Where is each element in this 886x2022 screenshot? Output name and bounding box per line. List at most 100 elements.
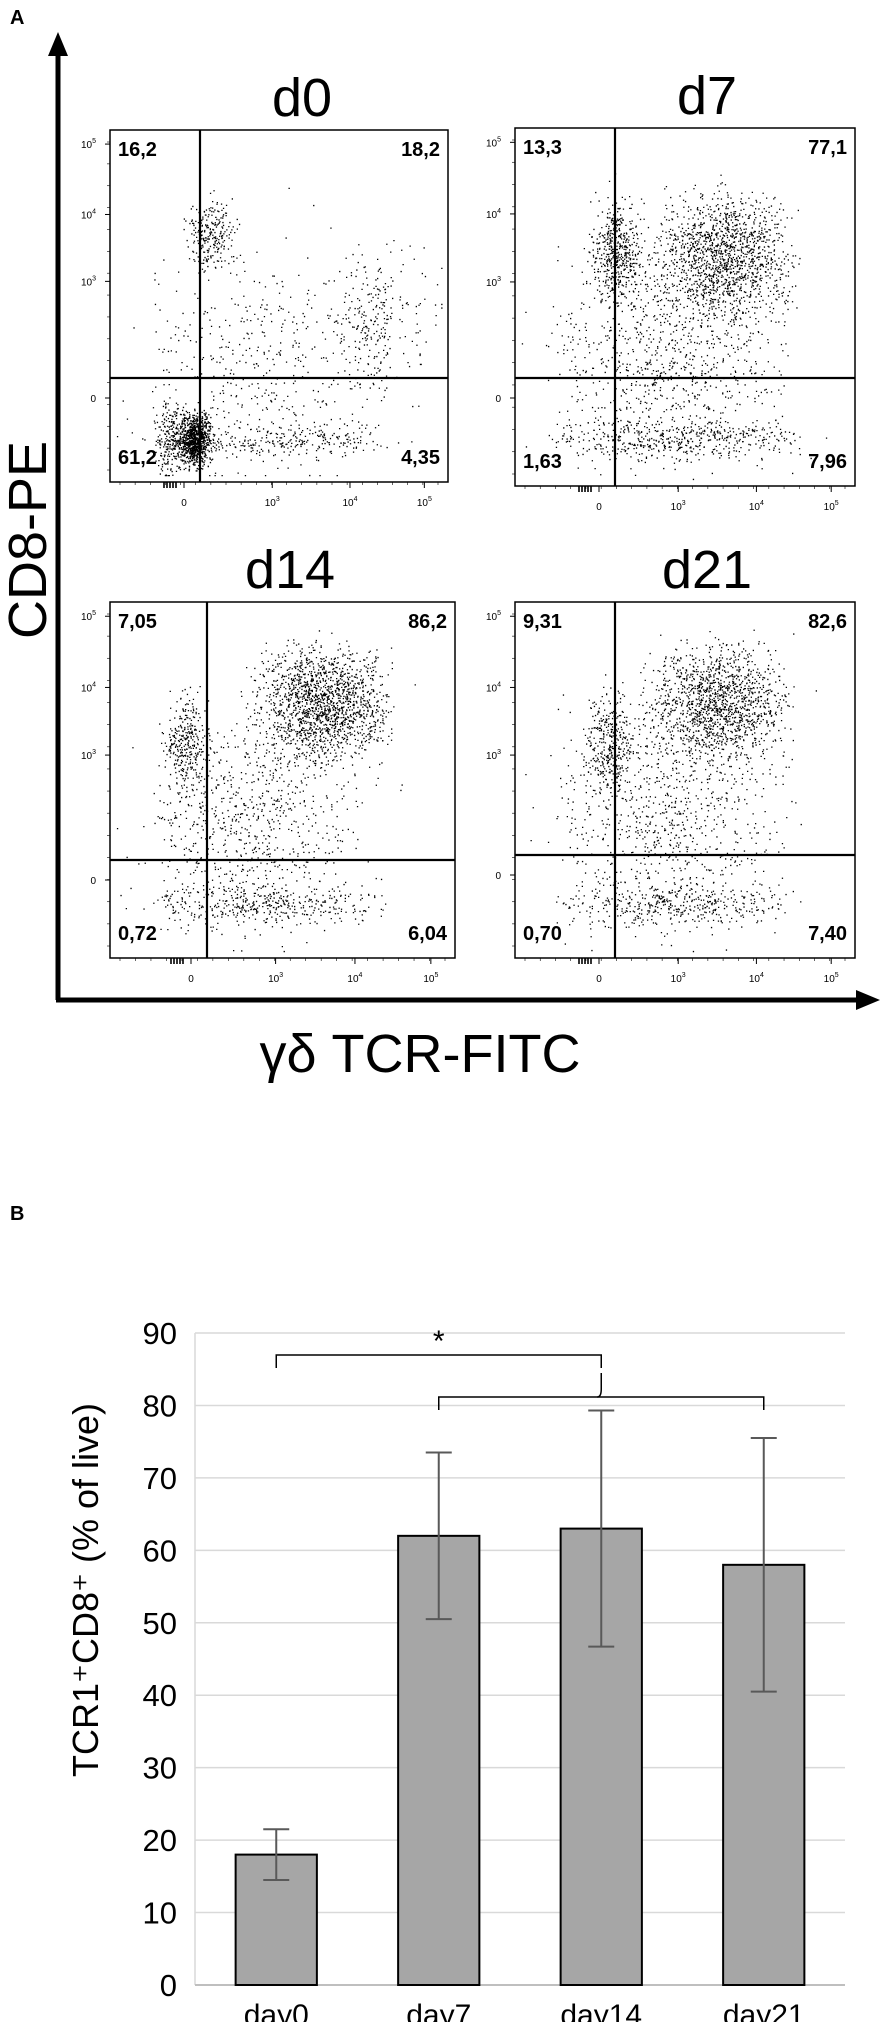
- y-tick-label: 50: [143, 1606, 177, 1641]
- flow-plot-frame: [514, 127, 856, 487]
- flow-x-tick-label: 0: [596, 502, 602, 513]
- flow-y-tick-label: 103: [486, 276, 501, 289]
- y-tick-label: 90: [143, 1316, 177, 1351]
- panel-a-label: A: [10, 7, 24, 29]
- flow-panel-title: d7: [677, 66, 737, 126]
- significance-brace-tip: [597, 1373, 602, 1398]
- quadrant-label-upper-left: 16,2: [118, 139, 157, 161]
- flow-y-tick-label: 104: [486, 681, 501, 694]
- flow-panel-d0: d0 16,2 18,2 61,2 4,35 0 103 104 105 0 103 104 105: [81, 68, 449, 509]
- quadrant-label-lower-left: 0,70: [523, 923, 562, 945]
- quadrant-label-upper-right: 77,1: [808, 137, 847, 159]
- flow-x-label: γδ TCR-FITC: [260, 1024, 581, 1084]
- flow-y-arrowhead: [48, 32, 68, 56]
- x-tick-label-day14: day14: [560, 1999, 642, 2022]
- flow-x-tick-label: 104: [347, 972, 362, 985]
- flow-y-tick-label: 105: [486, 610, 501, 623]
- flow-dots: [521, 173, 828, 481]
- bar-y-tick-labels: 0 10 20 30 40 50 60 70 80 90: [143, 1316, 177, 2003]
- quadrant-label-upper-right: 86,2: [408, 611, 447, 633]
- x-tick-label-day0: day0: [244, 1999, 309, 2022]
- significance-bracket-main: [275, 1354, 602, 1368]
- quadrant-label-lower-right: 7,40: [808, 923, 847, 945]
- bar-series: [234, 1527, 806, 1987]
- quadrant-label-lower-right: 7,96: [808, 451, 847, 473]
- flow-panel-title: d14: [245, 540, 335, 600]
- y-tick-label: 40: [143, 1678, 177, 1713]
- quadrant-label-lower-right: 6,04: [408, 923, 448, 945]
- flow-x-tick-label: 105: [423, 972, 438, 985]
- flow-y-tick-label: 104: [81, 681, 96, 694]
- flow-x-tick-label: 105: [417, 496, 432, 509]
- flow-panel-d21: d21 9,31 82,6 0,70 7,40 0 103 104 105 0 103 104 105: [486, 540, 856, 985]
- flow-panels: d0 16,2 18,2 61,2 4,35 0 103 104 105 0 103 104 105 d7…: [81, 66, 856, 985]
- flow-x-ticks: 0 103 104 105: [524, 486, 846, 513]
- flow-panel-title: d21: [662, 540, 752, 600]
- bar-error-bars: [263, 1409, 777, 1881]
- significance-star: *: [433, 1325, 445, 1358]
- quadrant-label-upper-left: 13,3: [523, 137, 562, 159]
- quadrant-label-upper-left: 7,05: [118, 611, 157, 633]
- flow-dots: [116, 630, 416, 953]
- quadrant-label-lower-right: 4,35: [401, 447, 440, 469]
- flow-plot-frame: [109, 601, 456, 959]
- flow-y-tick-label: 0: [90, 394, 96, 405]
- flow-x-tick-label: 0: [181, 498, 187, 509]
- flow-x-ticks: 0 103 104 105: [524, 958, 846, 985]
- panel-b-label: B: [10, 1203, 24, 1225]
- quadrant-label-lower-left: 1,63: [523, 451, 562, 473]
- flow-y-tick-label: 105: [486, 136, 501, 149]
- flow-y-ticks: 0 103 104 105: [81, 610, 110, 947]
- flow-x-tick-label: 0: [188, 974, 194, 985]
- quadrant-label-upper-right: 82,6: [808, 611, 847, 633]
- flow-x-tick-label: 105: [824, 972, 839, 985]
- flow-y-tick-label: 0: [495, 871, 501, 882]
- flow-x-tick-label: 105: [824, 500, 839, 513]
- flow-y-tick-label: 103: [81, 749, 96, 762]
- flow-y-tick-label: 105: [81, 138, 96, 151]
- significance-bracket-group: [438, 1396, 765, 1410]
- flow-x-ticks: 0 103 104 105: [119, 958, 446, 985]
- flow-y-ticks: 0 103 104 105: [486, 136, 515, 475]
- quadrant-label-lower-left: 0,72: [118, 923, 157, 945]
- flow-y-tick-label: 0: [90, 876, 96, 887]
- quadrant-label-upper-left: 9,31: [523, 611, 562, 633]
- flow-y-tick-label: 104: [486, 208, 501, 221]
- flow-y-ticks: 0 103 104 105: [486, 610, 515, 947]
- flow-panel-d7: d7 13,3 77,1 1,63 7,96 0 103 104 105 0 103 104 105: [486, 66, 856, 513]
- quadrant-label-lower-left: 61,2: [118, 447, 157, 469]
- flow-dots: [116, 187, 443, 477]
- quadrant-label-upper-right: 18,2: [401, 139, 440, 161]
- y-tick-label: 80: [143, 1388, 177, 1423]
- flow-x-tick-label: 104: [749, 972, 764, 985]
- flow-y-tick-label: 104: [81, 208, 96, 221]
- flow-x-tick-label: 0: [596, 974, 602, 985]
- flow-x-ticks: 0 103 104 105: [119, 482, 439, 509]
- error-bar-day14: [588, 1409, 615, 1648]
- y-tick-label: 0: [160, 1968, 177, 2003]
- x-tick-label-day7: day7: [406, 1999, 471, 2022]
- y-tick-label: 30: [143, 1751, 177, 1786]
- flow-x-arrowhead: [856, 990, 880, 1010]
- flow-y-ticks: 0 103 104 105: [81, 138, 110, 471]
- flow-y-tick-label: 105: [81, 610, 96, 623]
- flow-y-tick-label: 103: [486, 749, 501, 762]
- error-bar-day21: [750, 1437, 777, 1693]
- flow-y-tick-label: 0: [495, 394, 501, 405]
- flow-panel-title: d0: [272, 68, 332, 128]
- flow-y-tick-label: 103: [81, 275, 96, 288]
- flow-x-tick-label: 103: [671, 972, 686, 985]
- y-tick-label: 20: [143, 1823, 177, 1858]
- flow-x-tick-label: 103: [671, 500, 686, 513]
- y-tick-label: 60: [143, 1533, 177, 1568]
- significance-brackets: *: [275, 1325, 765, 1410]
- error-bar-day7: [425, 1451, 452, 1621]
- flow-x-tick-label: 103: [268, 972, 283, 985]
- bar-x-tick-labels: day0 day7 day14 day21: [244, 1999, 805, 2022]
- y-tick-label: 70: [143, 1461, 177, 1496]
- flow-x-tick-label: 103: [265, 496, 280, 509]
- flow-panel-d14: d14 7,05 86,2 0,72 6,04 0 103 104 105 0 103 104 105: [81, 540, 456, 985]
- x-tick-label-day21: day21: [723, 1999, 805, 2022]
- error-bar-day0: [263, 1828, 290, 1881]
